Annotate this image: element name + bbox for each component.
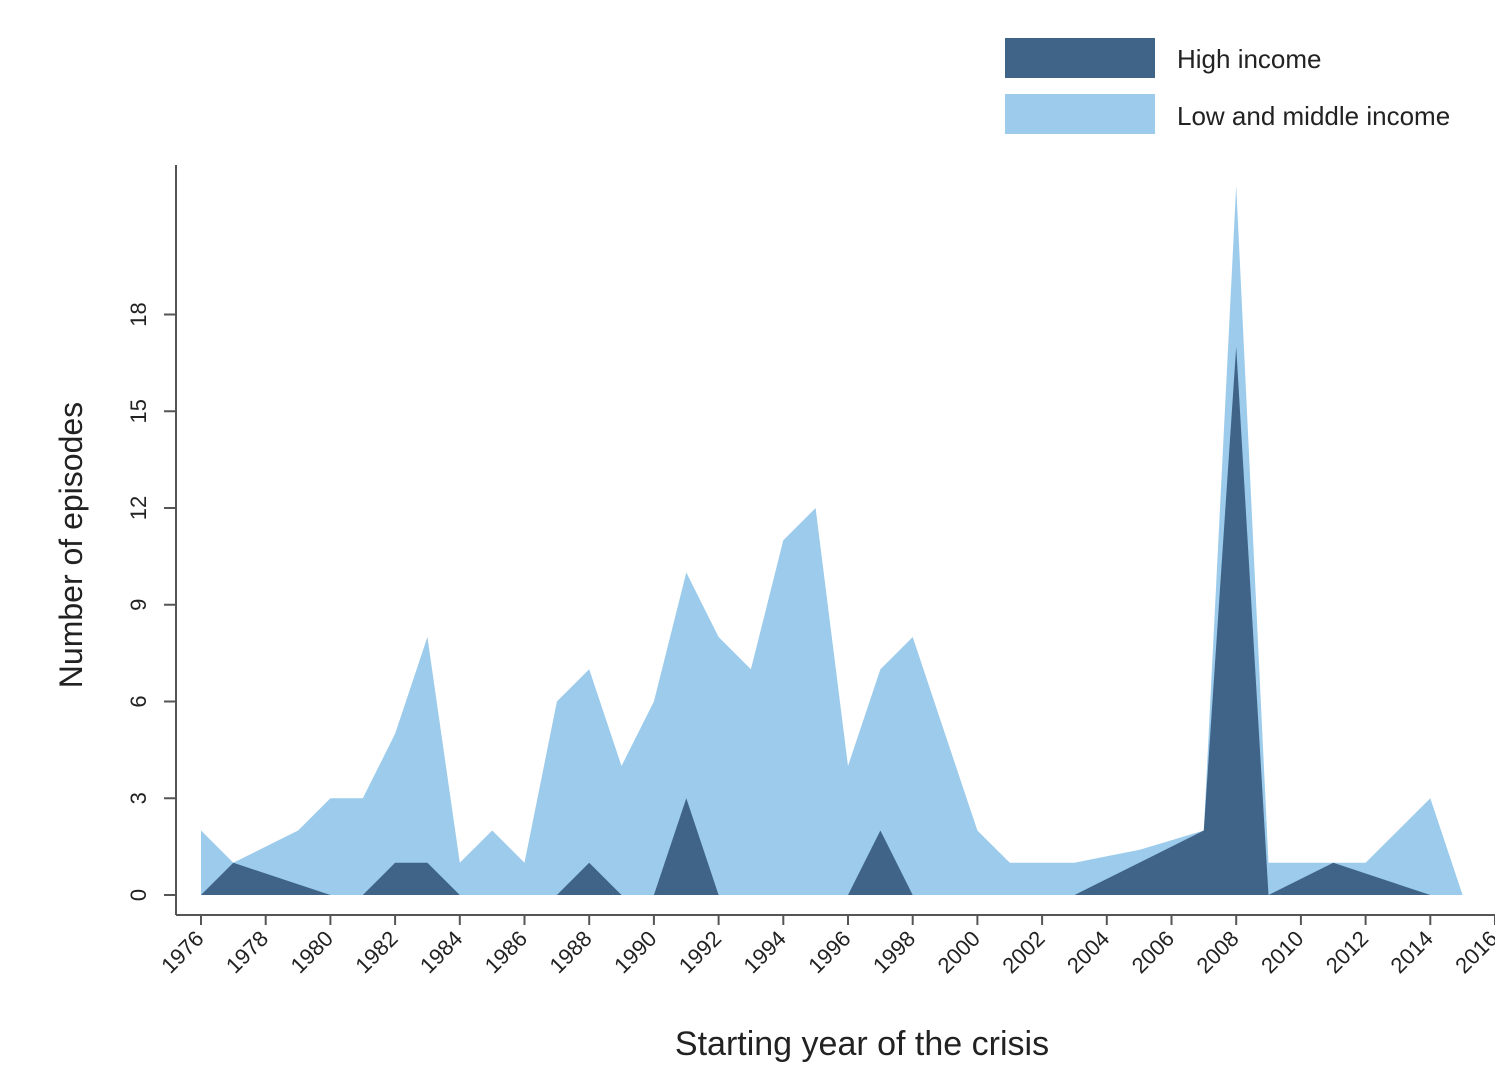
y-tick-label: 6 (126, 695, 151, 707)
x-tick-label: 1980 (286, 926, 338, 978)
x-tick-label: 1992 (674, 926, 726, 978)
x-tick-label: 1990 (609, 926, 661, 978)
x-tick-label: 2016 (1450, 926, 1495, 978)
x-tick-label: 2008 (1191, 926, 1243, 978)
y-tick-label: 3 (126, 792, 151, 804)
y-tick-label: 0 (126, 889, 151, 901)
legend-swatch-low-middle-income (1005, 94, 1155, 134)
area-high-income-segment (362, 862, 460, 895)
x-tick-label: 2012 (1321, 926, 1373, 978)
area-high-income-segment (1074, 346, 1269, 895)
area-low-middle-income (201, 185, 1463, 895)
area-high-income-segment (1268, 862, 1431, 895)
x-tick-label: 2014 (1386, 926, 1438, 978)
x-tick-label: 1986 (480, 926, 532, 978)
x-tick-label: 1996 (803, 926, 855, 978)
legend-label-high-income: High income (1177, 44, 1322, 74)
x-tick-label: 1978 (221, 926, 273, 978)
x-tick-label: 1988 (544, 926, 596, 978)
legend-label-low-middle-income: Low and middle income (1177, 101, 1450, 131)
x-tick-label: 2006 (1127, 926, 1179, 978)
y-tick-label: 15 (126, 399, 151, 423)
x-tick-label: 1998 (868, 926, 920, 978)
x-axis-label: Starting year of the crisis (675, 1025, 1049, 1062)
x-tick-label: 2010 (1256, 926, 1308, 978)
x-tick-label: 1984 (415, 926, 467, 978)
area-high-income-segment (201, 862, 331, 895)
legend-swatch-high-income (1005, 38, 1155, 78)
area-high-income-segment (848, 830, 913, 895)
area-high-income-segment (556, 862, 622, 895)
x-tick-label: 2004 (1062, 926, 1114, 978)
y-tick-label: 12 (126, 496, 151, 520)
area-high-income-segment (653, 798, 719, 895)
x-tick-label: 1976 (156, 926, 208, 978)
y-tick-label: 18 (126, 302, 151, 326)
y-axis-label: Number of episodes (53, 402, 89, 688)
x-tick-label: 1994 (739, 926, 791, 978)
x-tick-label: 2002 (997, 926, 1049, 978)
legend: High income Low and middle income (1005, 38, 1450, 134)
x-tick-label: 1982 (350, 926, 402, 978)
y-tick-label: 9 (126, 599, 151, 611)
x-tick-label: 2000 (933, 926, 985, 978)
